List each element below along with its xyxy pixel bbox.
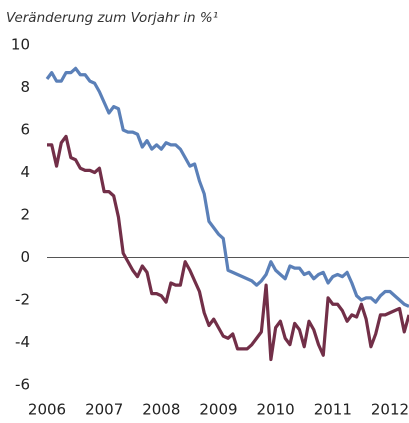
y-tick-label: 4: [20, 163, 30, 181]
x-tick-label: 2007: [85, 401, 123, 419]
x-tick-label: 2008: [142, 401, 180, 419]
y-tick-label: 8: [20, 78, 30, 96]
y-tick-label: 0: [20, 248, 30, 266]
x-tick-label: 2009: [199, 401, 237, 419]
y-tick-label: -2: [15, 291, 30, 309]
x-tick-label: 2011: [314, 401, 352, 419]
x-tick-label: 2010: [257, 401, 295, 419]
x-tick-label: 2012: [371, 401, 409, 419]
line-series: [45, 66, 409, 308]
y-tick-label: -6: [15, 376, 30, 394]
y-tick-label: 2: [20, 206, 30, 224]
y-tick-label: 6: [20, 121, 30, 139]
y-tick-label: -4: [15, 333, 30, 351]
x-tick-label: 2006: [28, 401, 66, 419]
y-tick-label: 10: [11, 36, 30, 54]
chart-title: Veränderung zum Vorjahr in %¹: [6, 10, 218, 26]
line-series: [47, 134, 409, 362]
